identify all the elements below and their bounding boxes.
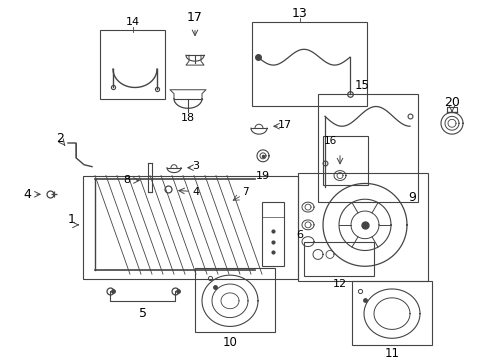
Text: 12: 12 [332,279,346,289]
Text: 1: 1 [68,213,76,226]
Bar [83,176,297,279]
Text: 3: 3 [192,161,199,171]
Text: 2: 2 [56,131,64,145]
Text: 19: 19 [255,171,269,181]
Bar [251,22,366,105]
Text: 8: 8 [123,175,130,185]
Text: 4: 4 [192,187,199,197]
Text: 18: 18 [181,113,195,123]
Text: 4: 4 [23,188,31,201]
Text: 13: 13 [291,7,307,20]
Text: 7: 7 [241,187,248,197]
Text: 16: 16 [323,136,336,146]
Bar [351,281,431,345]
Text: 9: 9 [407,191,415,204]
Text: 6: 6 [296,230,303,240]
Bar [195,268,274,332]
Text: 14: 14 [126,17,140,27]
Text: 11: 11 [384,347,399,360]
Bar [317,94,417,202]
Bar [304,242,373,276]
Text: 5: 5 [139,307,147,320]
Text: 10: 10 [222,336,237,349]
Bar [100,30,164,99]
Bar [262,202,284,266]
Text: 15: 15 [354,79,368,92]
Text: 20: 20 [443,96,459,109]
Bar [323,136,367,185]
Text: 17: 17 [277,120,291,130]
Bar [297,172,427,281]
Text: 17: 17 [187,11,203,24]
